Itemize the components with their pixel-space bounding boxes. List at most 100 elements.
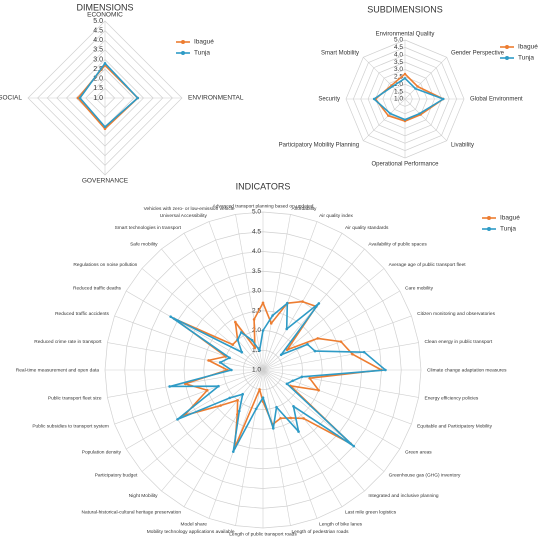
spoke [114, 315, 264, 371]
spoke [262, 369, 365, 492]
legend-label: Ibagué [194, 39, 214, 46]
tick-label: 3.0 [252, 288, 261, 295]
series-line [168, 302, 387, 453]
category-label: Operational Performance [371, 162, 439, 168]
data-point [169, 315, 172, 318]
spoke [262, 369, 419, 398]
chart-title: DIMENSIONS [76, 2, 133, 12]
data-point [414, 87, 417, 90]
spoke [183, 369, 264, 507]
data-point [258, 349, 261, 352]
tick-label: 5.0 [93, 18, 103, 25]
tick-label: 2.0 [93, 76, 103, 83]
tick-label: 1.0 [93, 95, 103, 102]
tick-label: 1.0 [252, 367, 261, 374]
series-line [374, 73, 445, 122]
category-label: Greenhouse gas (GHG) inventory [389, 473, 461, 479]
spoke [126, 290, 264, 371]
data-point [391, 85, 394, 88]
category-label: Vehicles with zero- or low-emission vehi… [144, 206, 235, 212]
legend-marker [487, 216, 491, 220]
data-point [228, 356, 231, 360]
category-label: Advanced transport planning based on upd… [213, 203, 314, 209]
spoke [126, 369, 264, 450]
category-label: Smart technologies in transport [115, 225, 182, 231]
data-point [289, 416, 292, 420]
category-label: Climate change adaptation measures [427, 367, 507, 373]
tick-label: 3.5 [93, 47, 103, 54]
data-point [206, 388, 209, 392]
data-point [403, 118, 407, 121]
tick-label: 2.5 [394, 74, 403, 81]
data-point [231, 343, 235, 346]
category-label: Citizen monitoring and observatories [417, 311, 495, 317]
category-label: Security [318, 97, 340, 103]
spoke [141, 369, 264, 472]
legend-label: Tunja [500, 226, 516, 233]
data-point [207, 359, 210, 362]
legend-label: Tunja [194, 50, 210, 57]
data-point [271, 314, 274, 317]
category-label: Public transport fleet size [48, 396, 102, 402]
category-label: Integrated and inclusive planning [368, 493, 438, 499]
data-point [261, 396, 265, 399]
category-label: Air quality index [319, 213, 353, 219]
data-point [261, 301, 265, 305]
chart-title: SUBDIMENSIONS [367, 4, 443, 14]
data-point [285, 327, 289, 331]
data-point [168, 385, 171, 388]
data-point [239, 331, 243, 334]
legend-marker [505, 56, 509, 60]
category-label: Global Environment [470, 97, 523, 103]
category-label: Care mobility [405, 285, 434, 291]
category-label: Length of pedestrian roads [291, 529, 349, 535]
spoke [183, 233, 264, 371]
data-point [271, 427, 275, 430]
data-point [351, 352, 354, 356]
data-point [362, 350, 366, 354]
data-point [238, 409, 241, 413]
spoke [262, 214, 291, 371]
spoke [363, 57, 406, 100]
category-label: Livability [451, 143, 474, 149]
data-point [306, 343, 309, 346]
spoke [262, 369, 343, 507]
spoke [262, 342, 419, 371]
data-point [219, 404, 222, 407]
data-point [218, 361, 222, 364]
data-point [442, 97, 445, 101]
category-label: Clean energy in public transport [425, 339, 493, 345]
tick-label: 2.5 [93, 66, 103, 73]
legend-label: Tunja [518, 55, 534, 62]
data-point [301, 300, 304, 303]
data-point [279, 353, 283, 357]
tick-label: 1.5 [394, 88, 403, 95]
spoke [262, 369, 291, 526]
category-label: Average age of public transport fleet [389, 262, 467, 268]
data-point [416, 85, 419, 88]
data-point [292, 405, 295, 408]
legend-marker [181, 40, 185, 44]
tick-label: 3.5 [394, 59, 403, 66]
data-point [302, 417, 305, 420]
spoke [141, 268, 264, 371]
tick-label: 3.0 [394, 66, 403, 73]
category-label: ENVIRONMENTAL [188, 95, 244, 102]
data-point [372, 97, 376, 101]
data-point [308, 376, 311, 380]
data-point [286, 301, 289, 305]
data-point [241, 392, 244, 396]
data-point [387, 114, 390, 117]
tick-label: 4.0 [394, 51, 403, 58]
data-point [403, 77, 407, 80]
spoke [262, 221, 318, 371]
data-point [352, 444, 356, 448]
data-point [78, 96, 82, 100]
tick-label: 4.5 [93, 27, 103, 34]
spoke [235, 214, 264, 371]
legend-marker [487, 227, 491, 231]
category-label: Length of bike lanes [319, 521, 363, 527]
tick-label: 5.0 [252, 209, 261, 216]
spoke [262, 369, 385, 472]
legend-label: Ibagué [518, 44, 538, 51]
